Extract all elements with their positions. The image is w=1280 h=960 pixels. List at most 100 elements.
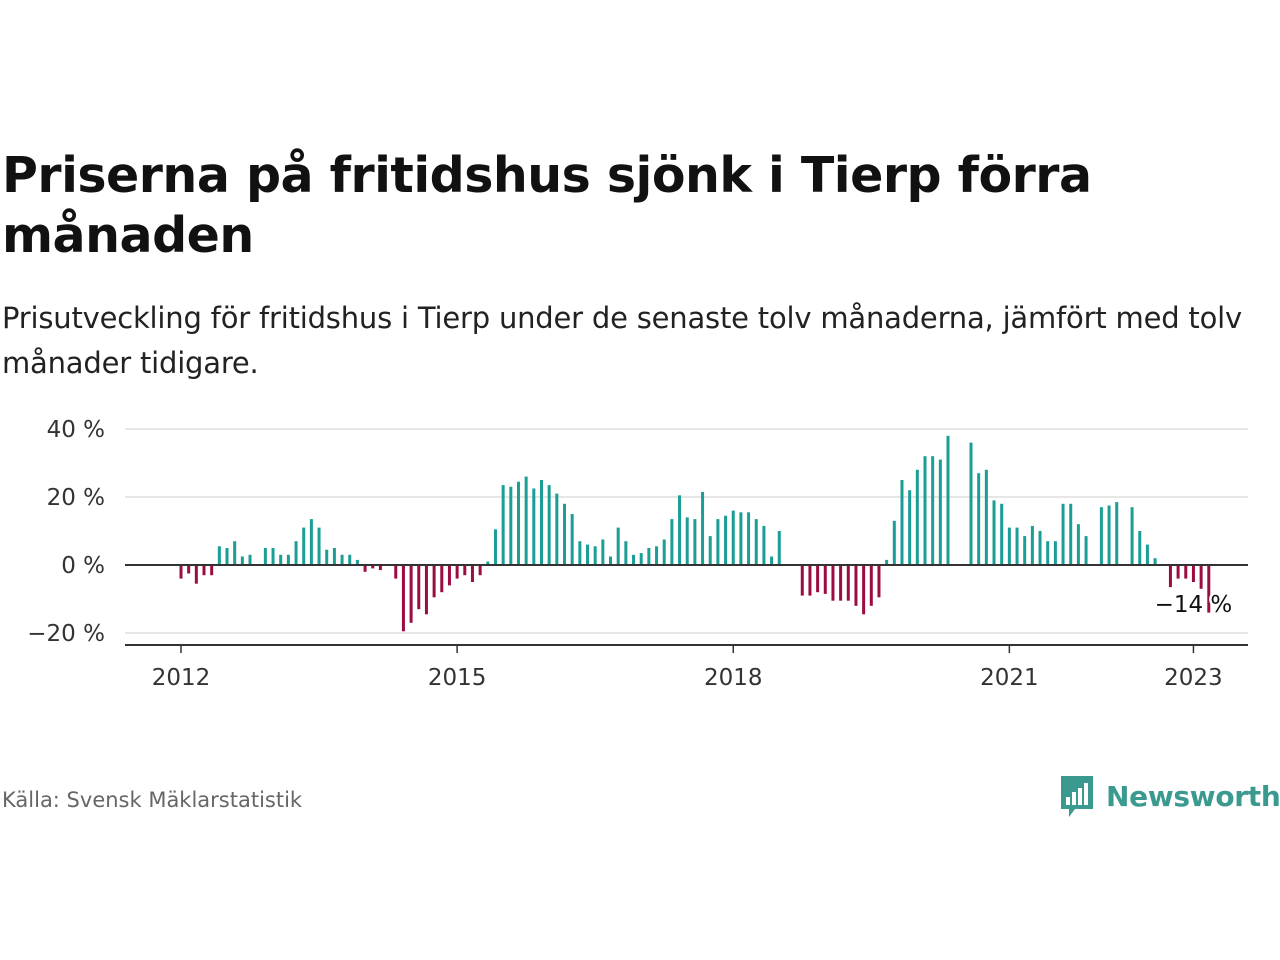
bar	[969, 442, 973, 565]
bar	[647, 548, 651, 565]
bar	[1145, 544, 1149, 565]
chart-subtitle: Prisutveckling för fritidshus i Tierp un…	[2, 301, 1242, 380]
bar	[892, 520, 896, 565]
bar	[217, 546, 221, 565]
bar	[447, 565, 451, 586]
bar	[816, 565, 820, 593]
bar	[739, 512, 743, 565]
bar	[839, 565, 843, 601]
bar	[516, 481, 520, 565]
bar	[923, 456, 927, 565]
x-tick-label: 2015	[428, 665, 487, 691]
bar	[355, 559, 359, 565]
bar	[1061, 503, 1065, 565]
bar	[946, 435, 950, 565]
grid-lines	[125, 428, 1248, 634]
bar	[279, 554, 283, 565]
bar	[378, 565, 382, 571]
bar	[655, 546, 659, 565]
bar	[846, 565, 850, 601]
bar	[524, 476, 528, 565]
bar	[1130, 507, 1134, 565]
bar	[486, 561, 490, 565]
bar	[1023, 536, 1027, 565]
bar	[417, 565, 421, 610]
bar	[885, 559, 889, 565]
bar	[624, 541, 628, 565]
bar	[409, 565, 413, 623]
x-axis: 2012 2015 2018 2021 2023	[125, 564, 1248, 691]
bar	[609, 556, 613, 565]
bars	[179, 435, 1211, 632]
bar	[263, 548, 267, 565]
bar	[1184, 565, 1188, 579]
bar	[233, 541, 237, 565]
bar	[1038, 531, 1042, 565]
bar	[555, 493, 559, 565]
bar	[317, 527, 321, 565]
bar	[731, 510, 735, 565]
bar	[632, 554, 636, 565]
bar	[539, 480, 543, 565]
bar	[685, 517, 689, 565]
bar	[716, 519, 720, 565]
bar	[302, 527, 306, 565]
bar	[1099, 507, 1103, 565]
bar	[394, 565, 398, 579]
bar	[1046, 541, 1050, 565]
bar	[869, 565, 873, 606]
y-tick-label: 40 %	[47, 417, 105, 443]
bar	[693, 519, 697, 565]
bar	[1107, 505, 1111, 565]
bar	[194, 565, 198, 584]
bar	[547, 485, 551, 565]
bar	[831, 565, 835, 601]
bar	[908, 490, 912, 565]
bar	[593, 546, 597, 565]
bar	[601, 539, 605, 565]
bar	[493, 529, 497, 565]
bar	[586, 544, 590, 565]
bar	[363, 565, 367, 572]
bar	[877, 565, 881, 598]
x-tick-label: 2018	[704, 665, 763, 691]
bar	[992, 500, 996, 565]
bar	[678, 495, 682, 565]
bar	[240, 556, 244, 565]
bar	[432, 565, 436, 598]
bar-chart-speech-bubble-icon	[1061, 776, 1093, 817]
bar	[639, 553, 643, 565]
bar	[747, 512, 751, 565]
bar	[854, 565, 858, 606]
bar	[931, 456, 935, 565]
bar	[984, 469, 988, 565]
bar	[463, 565, 467, 576]
bar	[187, 565, 191, 574]
bar	[563, 503, 566, 565]
bar	[501, 485, 505, 565]
bar	[762, 525, 766, 565]
bar	[1069, 503, 1073, 565]
bar	[662, 539, 666, 565]
y-axis-tick-labels: −20 % 0 % 20 % 40 %	[27, 417, 105, 647]
bar	[770, 556, 774, 565]
bar	[210, 565, 214, 576]
y-tick-label: 20 %	[47, 485, 105, 511]
bar	[578, 541, 582, 565]
bar	[332, 548, 336, 565]
y-tick-label: −20 %	[27, 621, 105, 647]
bar	[915, 469, 919, 565]
bar	[478, 565, 482, 576]
bar	[800, 565, 804, 596]
bar	[1153, 558, 1157, 565]
bar	[1138, 531, 1142, 565]
bar	[823, 565, 827, 594]
annotation-layer: −14 %	[1152, 590, 1235, 621]
bar	[977, 473, 981, 565]
bar	[424, 565, 428, 615]
bar	[286, 554, 290, 565]
x-tick-label: 2012	[152, 665, 211, 691]
bar	[401, 565, 405, 632]
bar	[616, 527, 620, 565]
source-note: Källa: Svensk Mäklarstatistik	[2, 788, 303, 812]
